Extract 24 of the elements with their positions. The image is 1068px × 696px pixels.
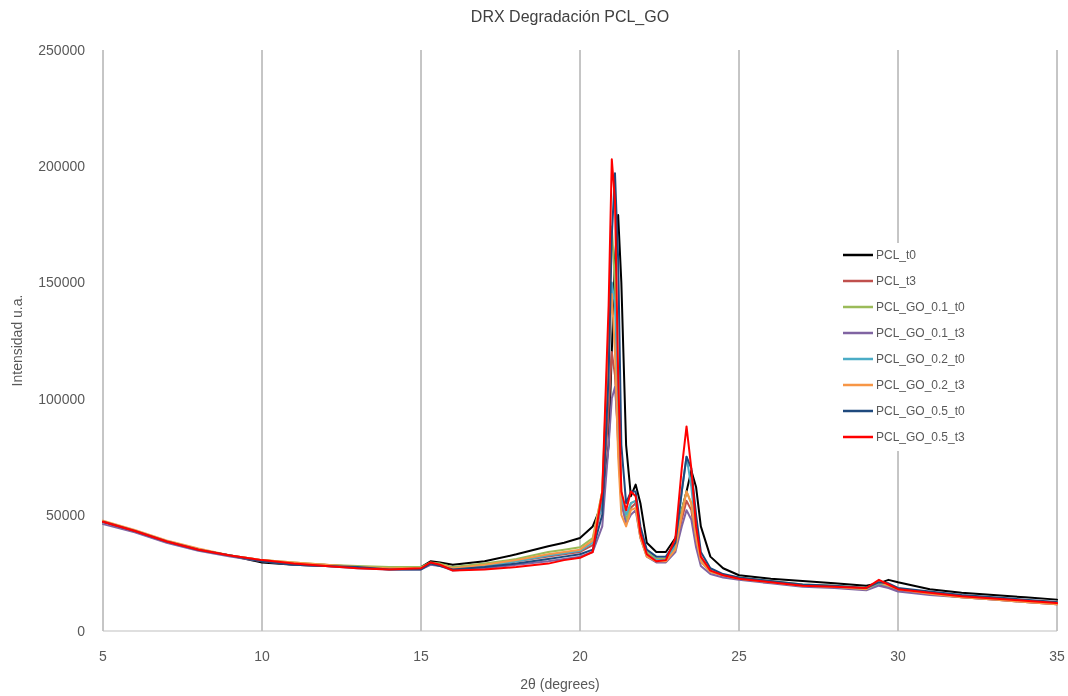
y-tick-label: 250000 bbox=[38, 42, 86, 58]
y-tick-label: 150000 bbox=[38, 274, 86, 291]
legend-label: PCL_GO_0.2_t0 bbox=[876, 352, 966, 366]
y-axis-title: Intensidad u.a. bbox=[9, 294, 25, 387]
x-axis-title: 2θ (degrees) bbox=[520, 676, 600, 692]
legend-label: PCL_GO_0.1_t3 bbox=[876, 326, 966, 340]
x-tick-label: 5 bbox=[99, 648, 108, 664]
y-tick-label: 0 bbox=[77, 623, 86, 639]
x-tick-label: 20 bbox=[572, 648, 588, 664]
legend-label: PCL_t3 bbox=[876, 274, 917, 288]
x-tick-label: 30 bbox=[890, 648, 906, 664]
y-tick-label: 100000 bbox=[38, 390, 86, 407]
chart-title: DRX Degradación PCL_GO bbox=[470, 8, 670, 26]
x-tick-label: 15 bbox=[413, 648, 429, 664]
x-tick-label: 10 bbox=[254, 648, 270, 664]
x-tick-label: 35 bbox=[1049, 648, 1065, 664]
legend-label: PCL_GO_0.2_t3 bbox=[876, 378, 966, 392]
y-tick-label: 200000 bbox=[38, 158, 86, 175]
y-tick-label: 50000 bbox=[46, 506, 86, 523]
x-tick-label: 25 bbox=[731, 648, 747, 664]
legend-label: PCL_GO_0.1_t0 bbox=[876, 300, 966, 314]
legend-label: PCL_GO_0.5_t3 bbox=[876, 430, 966, 444]
legend-label: PCL_GO_0.5_t0 bbox=[876, 404, 966, 418]
legend-label: PCL_t0 bbox=[876, 248, 917, 262]
